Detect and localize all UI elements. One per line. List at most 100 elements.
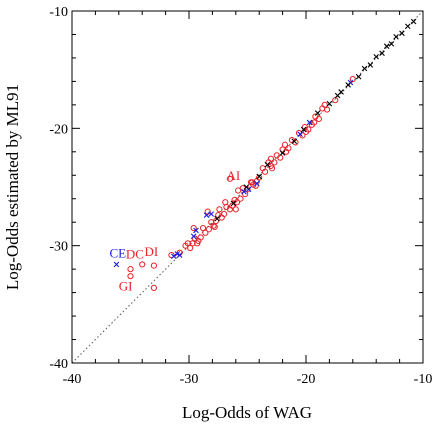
data-point	[264, 161, 271, 168]
tick-labels-layer: -40 -30 -20 -10 -40 -30 -20 -10	[49, 5, 432, 387]
x-tick-label: -20	[297, 372, 316, 387]
data-point	[216, 206, 223, 213]
x-axis-title: Log-Odds of WAG	[182, 403, 312, 422]
y-tick-label: -30	[49, 240, 68, 255]
data-point	[300, 126, 307, 133]
data-point	[271, 159, 278, 166]
x-tick-label: -40	[63, 372, 82, 387]
data-point-stroke	[176, 252, 183, 258]
data-point-stroke	[405, 23, 411, 30]
data-point	[193, 227, 199, 234]
data-point-stroke	[355, 73, 362, 80]
data-point	[187, 244, 194, 252]
data-point	[268, 165, 276, 172]
data-point-stroke	[256, 173, 262, 180]
data-point-stroke	[214, 215, 220, 222]
data-point-stroke	[190, 233, 197, 240]
x-tick-label: -30	[180, 372, 199, 387]
data-point	[254, 180, 260, 187]
data-point	[222, 199, 229, 206]
data-point	[312, 113, 319, 120]
data-point-stroke	[410, 18, 417, 25]
data-point	[208, 219, 215, 226]
data-point	[288, 136, 296, 144]
annotation-label: CE	[109, 245, 126, 260]
data-point-stroke	[208, 211, 215, 217]
data-point	[297, 131, 303, 137]
data-point-stroke	[300, 126, 307, 133]
y-tick-label: -20	[49, 122, 68, 137]
data-point	[334, 92, 341, 99]
data-point	[388, 41, 395, 47]
data-point-stroke	[174, 251, 181, 257]
data-point-stroke	[113, 261, 120, 268]
data-point	[314, 110, 321, 116]
data-point	[306, 119, 313, 126]
data-point	[168, 251, 175, 259]
data-point	[208, 211, 215, 217]
data-point-stroke	[306, 119, 313, 126]
data-point-stroke	[334, 92, 341, 99]
data-point-stroke	[230, 200, 237, 207]
data-point-stroke	[383, 43, 390, 49]
points-layer	[113, 18, 417, 292]
data-point	[291, 138, 298, 145]
data-point	[189, 240, 196, 247]
annotation-label: AI	[226, 168, 240, 183]
data-point	[214, 215, 220, 222]
data-point	[113, 261, 120, 268]
data-point	[203, 212, 210, 218]
data-point	[211, 223, 218, 230]
data-point	[194, 240, 201, 247]
data-point-stroke	[326, 100, 333, 107]
data-point-stroke	[203, 212, 210, 218]
data-point	[256, 173, 262, 180]
data-point	[243, 184, 250, 190]
data-point	[326, 100, 333, 107]
data-point	[405, 23, 411, 30]
data-point	[205, 226, 212, 233]
y-axis-title: Log-Odds estimated by ML91	[3, 84, 22, 290]
data-point	[399, 30, 405, 37]
data-point	[279, 150, 286, 156]
x-tick-label: -10	[414, 372, 433, 387]
data-point	[191, 235, 198, 242]
annotation-label: DI	[145, 244, 159, 259]
data-point	[252, 182, 259, 189]
data-point	[127, 266, 134, 273]
data-point	[232, 206, 239, 213]
data-point-stroke	[361, 65, 368, 72]
data-point	[190, 233, 197, 240]
data-point-stroke	[243, 184, 250, 190]
data-point	[373, 53, 379, 60]
data-point-stroke	[193, 227, 199, 234]
data-point	[171, 253, 177, 260]
data-point	[199, 224, 207, 232]
data-point	[273, 152, 280, 159]
data-point	[226, 175, 234, 182]
data-point	[190, 224, 197, 232]
data-point	[176, 252, 183, 258]
data-point	[379, 50, 385, 57]
data-point-stroke	[241, 188, 247, 195]
data-point-stroke	[399, 30, 405, 37]
data-point	[230, 200, 237, 207]
data-point	[281, 141, 289, 148]
data-point-stroke	[264, 161, 271, 168]
data-point	[139, 261, 146, 268]
data-point	[184, 240, 191, 247]
plot-frame	[71, 10, 424, 364]
data-point	[127, 273, 134, 280]
data-point-stroke	[373, 53, 379, 60]
data-point	[355, 73, 362, 80]
y-tick-label: -40	[49, 357, 68, 372]
data-point-stroke	[314, 110, 321, 116]
annotations-layer: AI CE DC DI GI	[109, 168, 240, 293]
data-point	[267, 155, 274, 162]
data-point	[150, 284, 157, 292]
data-point-stroke	[345, 82, 351, 88]
data-point-stroke	[388, 41, 395, 47]
data-point	[349, 75, 356, 83]
data-point	[410, 18, 417, 25]
